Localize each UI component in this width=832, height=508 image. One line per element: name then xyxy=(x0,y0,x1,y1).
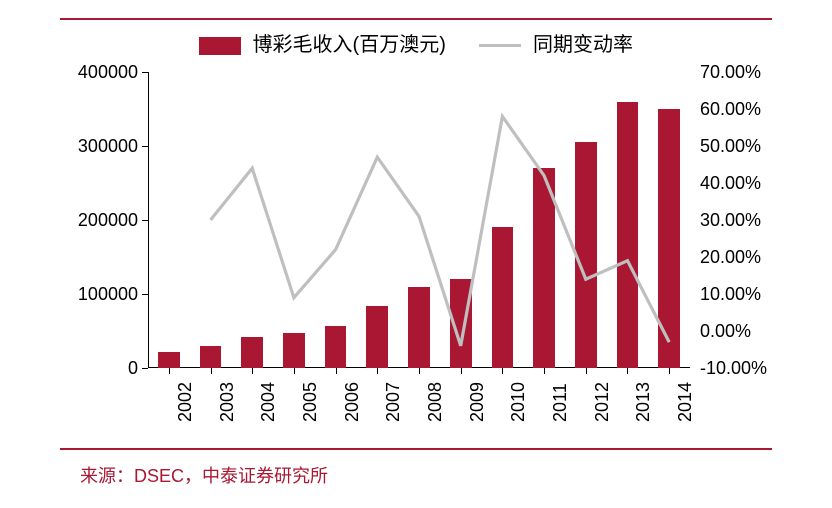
x-tick-label: 2007 xyxy=(384,382,402,422)
y-right-tick-label: 60.00% xyxy=(700,100,761,118)
x-tick xyxy=(419,368,420,374)
x-tick xyxy=(377,368,378,374)
x-tick-label: 2009 xyxy=(468,382,486,422)
plot-area xyxy=(148,72,690,368)
legend-bar-label: 博彩毛收入(百万澳元) xyxy=(253,34,446,56)
x-tick xyxy=(336,368,337,374)
y-left-tick xyxy=(142,220,148,221)
y-left-tick-label: 100000 xyxy=(78,285,138,303)
y-right-tick-label: 10.00% xyxy=(700,285,761,303)
y-left-tick xyxy=(142,72,148,73)
x-tick xyxy=(669,368,670,374)
x-tick xyxy=(586,368,587,374)
x-tick-label: 2011 xyxy=(551,383,569,422)
x-tick xyxy=(169,368,170,374)
x-tick xyxy=(211,368,212,374)
x-tick xyxy=(252,368,253,374)
legend-line-item: 同期变动率 xyxy=(479,28,633,57)
x-tick xyxy=(502,368,503,374)
y-left-tick-label: 0 xyxy=(128,359,138,377)
x-tick xyxy=(544,368,545,374)
line-series xyxy=(211,116,670,345)
legend-line-label: 同期变动率 xyxy=(533,34,633,56)
y-right-tick-label: 20.00% xyxy=(700,248,761,266)
source-text: 来源：DSEC，中泰证券研究所 xyxy=(80,462,328,488)
y-right-tick-label: 70.00% xyxy=(700,63,761,81)
legend: 博彩毛收入(百万澳元) 同期变动率 xyxy=(0,28,832,57)
y-right-tick-label: 50.00% xyxy=(700,137,761,155)
x-tick-label: 2004 xyxy=(259,382,277,422)
x-tick-label: 2010 xyxy=(509,382,527,422)
legend-line-swatch xyxy=(479,44,521,47)
legend-bar-item: 博彩毛收入(百万澳元) xyxy=(199,28,446,57)
x-tick-label: 2014 xyxy=(676,382,694,422)
y-left-tick-label: 200000 xyxy=(78,211,138,229)
x-tick-label: 2013 xyxy=(634,382,652,422)
x-tick xyxy=(294,368,295,374)
y-right-tick-label: -10.00% xyxy=(700,359,767,377)
y-left-tick xyxy=(142,146,148,147)
y-right-tick-label: 40.00% xyxy=(700,174,761,192)
line-series-svg xyxy=(148,72,690,368)
y-left-tick-label: 400000 xyxy=(78,63,138,81)
x-tick-label: 2012 xyxy=(593,382,611,422)
y-left-tick xyxy=(142,368,148,369)
chart-container: 博彩毛收入(百万澳元) 同期变动率 0 100000 200000 300000 400… xyxy=(0,0,832,508)
x-tick-label: 2002 xyxy=(176,382,194,422)
y-right-tick-label: 30.00% xyxy=(700,211,761,229)
x-tick xyxy=(461,368,462,374)
x-tick-label: 2006 xyxy=(343,382,361,422)
y-left-tick-label: 300000 xyxy=(78,137,138,155)
y-right-tick-label: 0.00% xyxy=(700,322,751,340)
y-left-tick xyxy=(142,294,148,295)
x-tick xyxy=(627,368,628,374)
legend-bar-swatch xyxy=(199,37,241,55)
x-tick-label: 2005 xyxy=(301,382,319,422)
bottom-divider xyxy=(60,448,772,450)
top-divider xyxy=(60,18,772,20)
x-tick-label: 2003 xyxy=(218,382,236,422)
x-tick-label: 2008 xyxy=(426,382,444,422)
